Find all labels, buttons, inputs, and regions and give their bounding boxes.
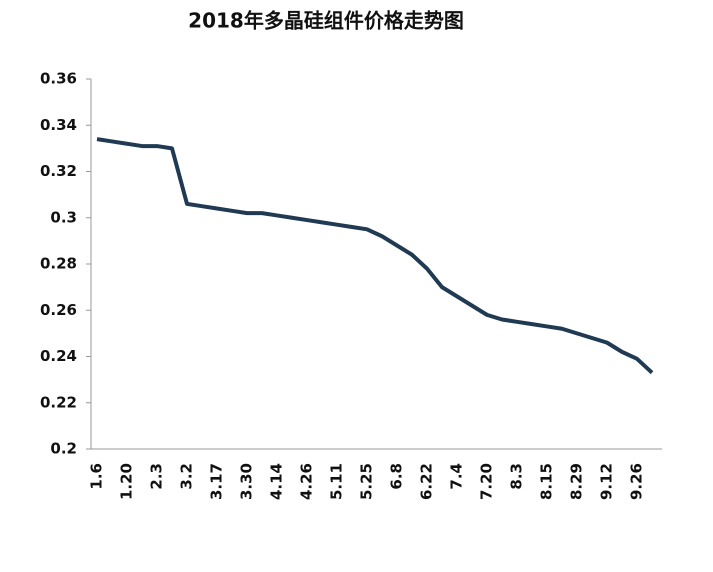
y-tick-label: 0.28 — [40, 255, 77, 273]
x-tick-label: 7.20 — [478, 463, 496, 500]
x-tick-label: 5.25 — [358, 463, 376, 500]
y-tick-label: 0.34 — [40, 116, 77, 134]
y-tick-label: 0.24 — [40, 347, 77, 365]
x-tick-label: 7.4 — [448, 463, 466, 490]
chart-title: 2018年多晶硅组件价格走势图 — [188, 9, 464, 33]
y-tick-label: 0.36 — [40, 70, 77, 88]
x-tick-label: 5.11 — [328, 463, 346, 500]
x-tick-label: 8.3 — [508, 463, 526, 490]
x-tick-label: 8.15 — [538, 463, 556, 500]
x-tick-label: 3.2 — [178, 463, 196, 490]
y-tick-label: 0.26 — [40, 301, 77, 319]
x-tick-label: 3.30 — [238, 463, 256, 500]
x-tick-label: 2.3 — [148, 463, 166, 490]
x-tick-label: 1.20 — [118, 463, 136, 500]
y-tick-label: 0.22 — [40, 393, 77, 411]
x-tick-label: 4.26 — [298, 463, 316, 500]
x-tick-label: 1.6 — [88, 463, 106, 490]
y-tick-label: 0.3 — [50, 208, 77, 226]
y-tick-label: 0.2 — [50, 440, 77, 458]
x-tick-label: 9.26 — [628, 463, 646, 500]
x-tick-label: 4.14 — [268, 463, 286, 500]
x-tick-label: 9.12 — [598, 463, 616, 500]
x-tick-label: 8.29 — [568, 463, 586, 500]
x-tick-label: 3.17 — [208, 463, 226, 500]
x-tick-label: 6.22 — [418, 463, 436, 500]
y-tick-label: 0.32 — [40, 162, 77, 180]
line — [96, 137, 654, 375]
x-tick-label: 6.8 — [388, 463, 406, 490]
